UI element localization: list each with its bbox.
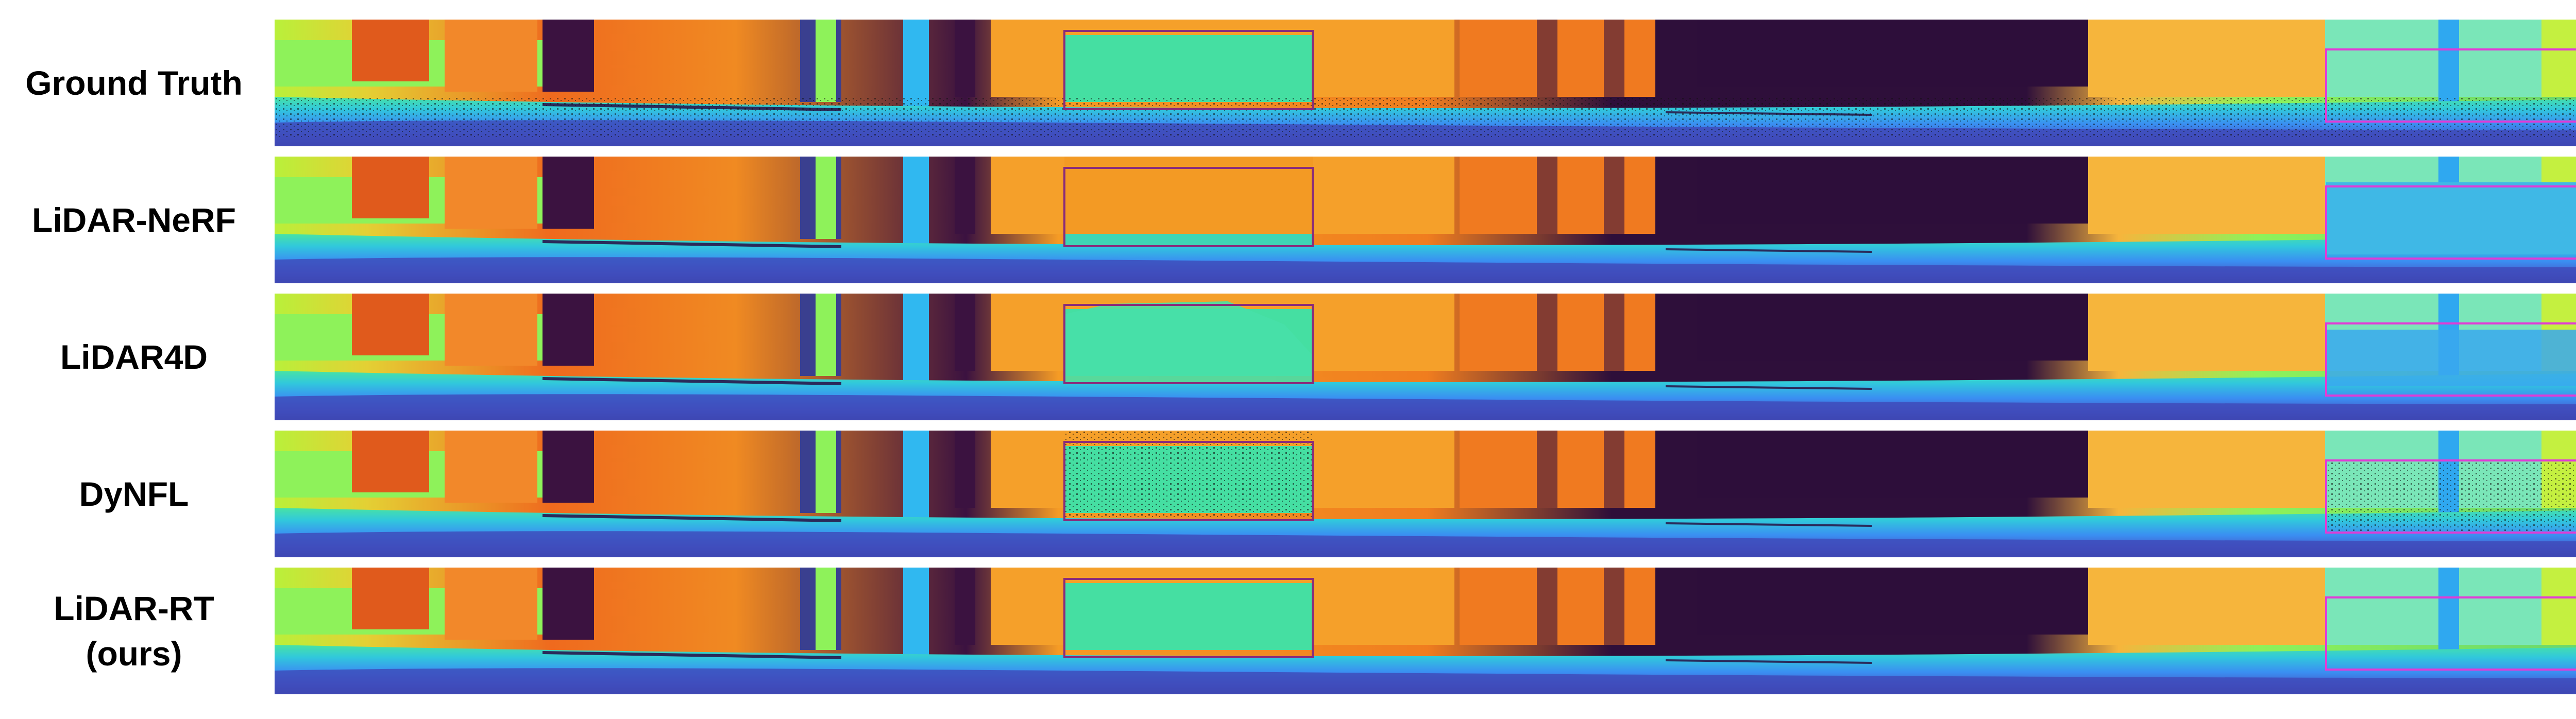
roi-box-right — [2325, 322, 2576, 397]
roi-box-right — [2325, 596, 2576, 671]
roi-box-vehicle — [1063, 304, 1314, 384]
row-lidar4d: LiDAR4D — [0, 294, 2576, 420]
depth-map — [275, 431, 2576, 557]
roi-box-vehicle — [1063, 167, 1314, 247]
depth-panel-lidar4d — [275, 294, 2576, 420]
roi-box-right — [2325, 48, 2576, 123]
depth-map — [275, 157, 2576, 283]
roi-box-right — [2325, 185, 2576, 260]
depth-panel-lidar-rt — [275, 568, 2576, 694]
depth-map — [275, 294, 2576, 420]
row-ground-truth: Ground Truth — [0, 20, 2576, 146]
depth-panel-lidar-nerf — [275, 157, 2576, 283]
row-lidar-rt: LiDAR-RT (ours) — [0, 568, 2576, 694]
roi-box-vehicle — [1063, 578, 1314, 658]
depth-panel-dynfl — [275, 431, 2576, 557]
row-label: LiDAR-RT (ours) — [54, 589, 214, 673]
row-lidar-nerf: LiDAR-NeRF — [0, 157, 2576, 283]
roi-box-right — [2325, 459, 2576, 534]
roi-box-vehicle — [1063, 30, 1314, 110]
row-label: LiDAR4D — [60, 338, 208, 376]
depth-map — [275, 20, 2576, 146]
row-dynfl: DyNFL — [0, 431, 2576, 557]
depth-map — [275, 568, 2576, 694]
row-label: DyNFL — [79, 475, 189, 513]
row-label: LiDAR-NeRF — [32, 201, 236, 239]
roi-box-vehicle — [1063, 441, 1314, 521]
depth-panel-ground-truth — [275, 20, 2576, 146]
row-label: Ground Truth — [25, 64, 243, 102]
